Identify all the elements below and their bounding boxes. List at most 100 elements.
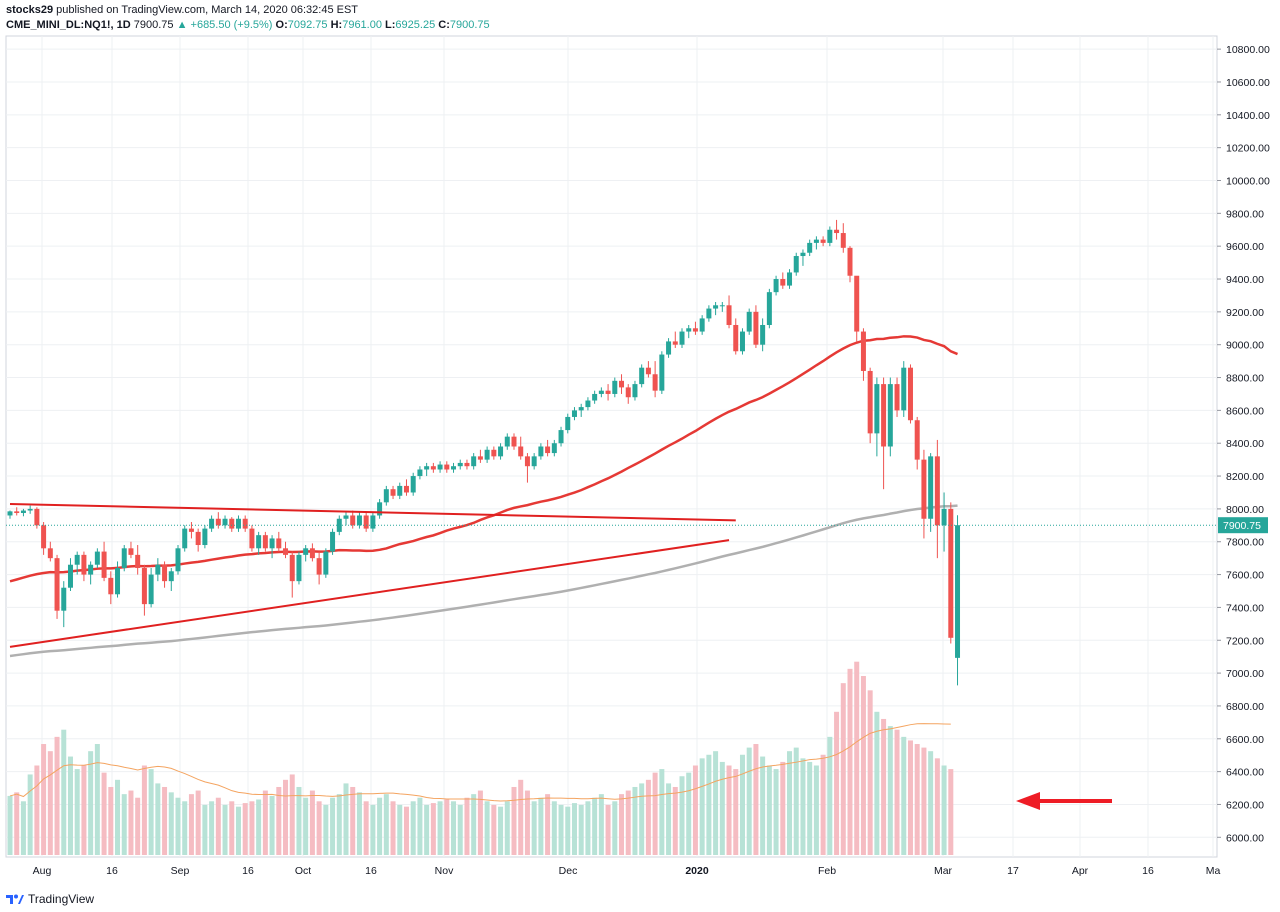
price-tick-label: 7600.00 [1226, 570, 1264, 582]
volume-bar [437, 801, 443, 855]
close-value: 7900.75 [449, 19, 490, 31]
annotation-arrow-head [1016, 792, 1040, 810]
candle-body [34, 508, 40, 526]
price-change: ▲ +685.50 (+9.5%) [176, 19, 273, 31]
candle-body [175, 548, 181, 572]
volume-bar [612, 801, 618, 855]
volume-bar [202, 804, 208, 855]
volume-bar [820, 754, 826, 855]
volume-bar [289, 774, 295, 855]
volume-bar [27, 774, 33, 855]
candle-body [215, 518, 221, 526]
candle-body [874, 384, 880, 434]
candle-body [598, 390, 604, 394]
close-label: C: [438, 19, 450, 31]
volume-bar [592, 797, 598, 855]
volume-bars [7, 661, 954, 855]
volume-bar [7, 795, 13, 855]
volume-bar [914, 744, 920, 855]
tradingview-footer[interactable]: TradingView [6, 892, 94, 906]
candle-body [928, 456, 934, 519]
volume-bar [672, 786, 678, 855]
price-tick-label: 10000.00 [1226, 175, 1270, 187]
candle-body [67, 564, 73, 588]
candle-body [955, 525, 961, 658]
volume-bar [571, 803, 577, 855]
volume-bar [141, 765, 147, 855]
candle-body [61, 587, 67, 611]
candle-body [813, 239, 819, 243]
time-tick-label: Dec [559, 865, 578, 877]
price-tick-label: 10800.00 [1226, 44, 1270, 56]
candle-body [7, 511, 13, 516]
volume-bar [739, 754, 745, 855]
high-value: 7961.00 [342, 19, 382, 31]
candle-body [451, 466, 457, 470]
volume-bar [283, 779, 289, 855]
volume-bar [746, 747, 752, 855]
candle-body [242, 518, 248, 529]
candle-body [41, 525, 47, 549]
candle-body [269, 538, 275, 549]
candle-body [558, 430, 564, 444]
last-price-tag [1218, 517, 1268, 534]
last-price-tag-label: 7900.75 [1223, 520, 1261, 532]
volume-bar [316, 801, 322, 855]
candle-body [498, 446, 504, 457]
trendline [9, 539, 730, 648]
volume-ma-line [9, 723, 951, 802]
candle-body [860, 331, 866, 371]
volume-bar [834, 711, 840, 855]
candle-body [403, 485, 409, 493]
candle-body [370, 515, 376, 529]
volume-bar [598, 794, 604, 855]
candle-body [424, 466, 430, 470]
candle-body [753, 311, 759, 345]
volume-bar [652, 772, 658, 855]
candle-body [773, 279, 779, 293]
candle-body [907, 367, 913, 421]
volume-bar [403, 806, 409, 855]
symbol-name[interactable]: CME_MINI_DL:NQ1!, 1D [6, 19, 131, 31]
candle-body [209, 518, 215, 529]
volume-bar [518, 779, 524, 855]
candle-body [847, 247, 853, 276]
price-tick-label: 9000.00 [1226, 340, 1264, 352]
candle-body [545, 446, 551, 454]
candle-body [229, 518, 235, 529]
volume-bar [309, 790, 315, 855]
volume-bar [760, 756, 766, 855]
publisher-username[interactable]: stocks29 [6, 4, 54, 16]
candle-body [430, 466, 436, 470]
volume-bar [679, 776, 685, 855]
candle-body [121, 548, 127, 569]
price-tick-label: 7400.00 [1226, 602, 1264, 614]
ma50-line [9, 335, 958, 583]
volume-bar [323, 804, 329, 855]
candle-body [484, 449, 490, 460]
candle-body [168, 571, 174, 582]
candle-body [948, 508, 954, 638]
volume-bar [504, 801, 510, 855]
candle-body [659, 354, 665, 391]
volume-bar [867, 690, 873, 855]
volume-bar [242, 803, 248, 855]
candle-body [518, 446, 524, 457]
candle-body [706, 308, 712, 319]
price-tick-label: 8000.00 [1226, 504, 1264, 516]
candle-body [531, 456, 537, 467]
price-tick-label: 10600.00 [1226, 77, 1270, 89]
candle-body [565, 416, 571, 431]
volume-bar [511, 786, 517, 855]
axes: 10800.00 10600.00 10400.00 10200.00 10000.00… [33, 44, 1270, 877]
time-tick-label: Mar [934, 865, 953, 877]
volume-bar [619, 794, 625, 855]
volume-bar [417, 797, 423, 855]
volume-bar [477, 790, 483, 855]
candle-body [692, 328, 698, 332]
time-tick-label: 16 [242, 865, 254, 877]
ma200-line [9, 504, 958, 658]
volume-bar [928, 751, 934, 855]
volume-bar [484, 801, 490, 855]
